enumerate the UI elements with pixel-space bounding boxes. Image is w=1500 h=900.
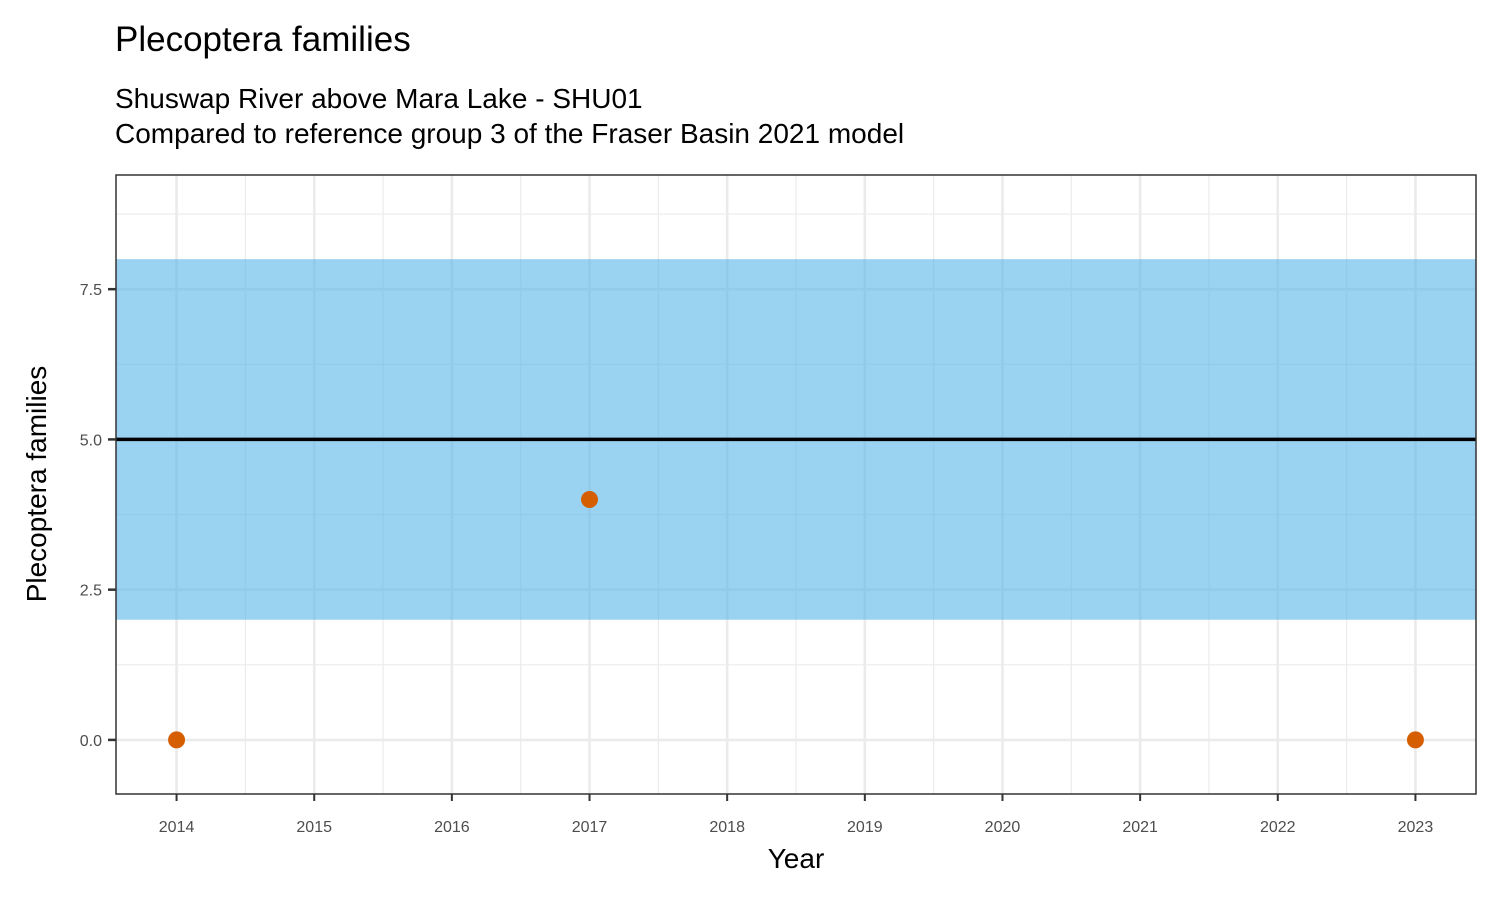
plot-area [115, 174, 1477, 795]
x-tick-label: 2022 [1260, 819, 1296, 836]
data-point [168, 731, 186, 749]
x-axis-title: Year [768, 843, 825, 874]
x-tick-label: 2023 [1398, 819, 1434, 836]
chart-subtitle-line-1: Shuswap River above Mara Lake - SHU01 [115, 83, 643, 114]
data-point [1406, 731, 1424, 749]
x-tick-label: 2015 [296, 819, 332, 836]
y-axis: 0.0 2.5 5.0 7.5 [80, 282, 116, 750]
x-tick-label: 2018 [709, 819, 745, 836]
y-tick-label: 5.0 [80, 432, 102, 449]
x-tick-label: 2014 [159, 819, 195, 836]
data-points [168, 491, 1424, 749]
chart-subtitle-line-2: Compared to reference group 3 of the Fra… [115, 118, 904, 149]
x-tick-label: 2017 [572, 819, 608, 836]
x-tick-label: 2019 [847, 819, 883, 836]
x-tick-label: 2020 [985, 819, 1021, 836]
y-tick-label: 0.0 [80, 733, 102, 750]
chart-title: Plecoptera families [115, 20, 411, 59]
x-tick-label: 2016 [434, 819, 470, 836]
x-axis: 2014 2015 2016 2017 2018 2019 2020 2021 2022 2023 [159, 794, 1434, 836]
data-point [581, 491, 599, 509]
plot-border [115, 174, 1477, 795]
x-tick-label: 2021 [1122, 819, 1158, 836]
y-tick-label: 2.5 [80, 583, 102, 600]
y-axis-title: Plecoptera families [21, 366, 52, 603]
y-tick-label: 7.5 [80, 282, 102, 299]
